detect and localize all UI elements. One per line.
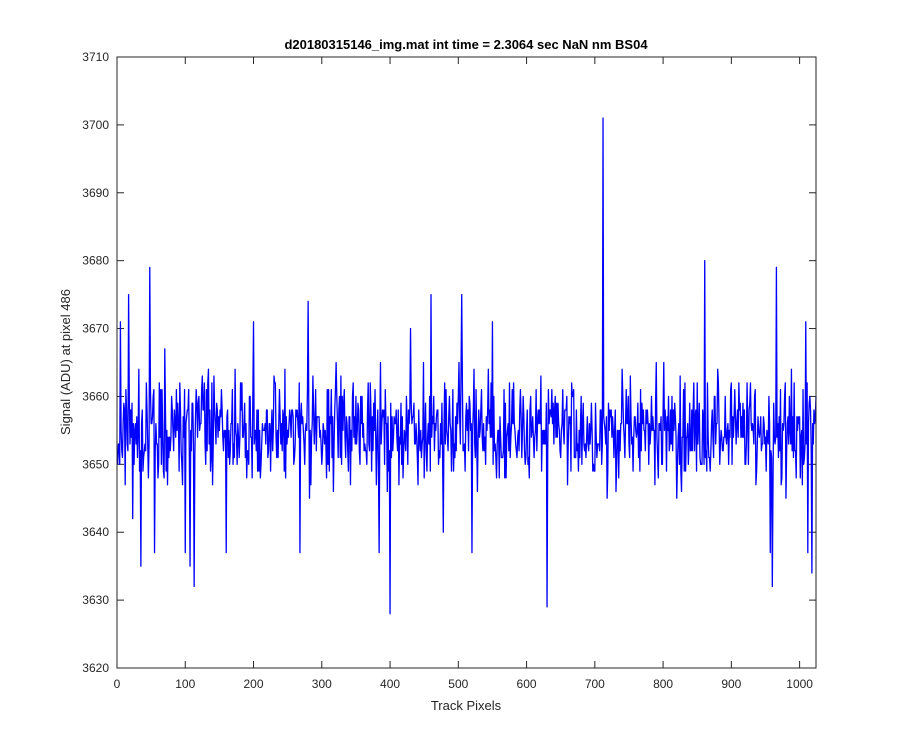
x-tick-label: 300 [312, 677, 332, 691]
x-tick-label: 500 [448, 677, 468, 691]
y-tick-label: 3690 [82, 186, 109, 200]
x-tick-label: 700 [585, 677, 605, 691]
y-tick-label: 3650 [82, 457, 109, 471]
x-axis-label: Track Pixels [431, 698, 502, 713]
x-tick-label: 0 [114, 677, 121, 691]
y-tick-label: 3620 [82, 661, 109, 675]
plot-area [117, 57, 816, 668]
signal-trace-line [117, 117, 817, 615]
y-tick-label: 3670 [82, 322, 109, 336]
series-layer [117, 117, 817, 615]
y-axis-label: Signal (ADU) at pixel 486 [58, 289, 73, 435]
y-tick-label: 3710 [82, 50, 109, 64]
x-tick-label: 100 [175, 677, 195, 691]
axes-frame [116, 56, 817, 669]
x-tick-label: 1000 [786, 677, 813, 691]
y-tick-label: 3660 [82, 389, 109, 403]
x-tick-label: 400 [380, 677, 400, 691]
y-tick-label: 3700 [82, 118, 109, 132]
chart-title: d20180315146_img.mat int time = 2.3064 s… [284, 37, 648, 52]
y-tick-label: 3640 [82, 525, 109, 539]
x-tick-label: 800 [653, 677, 673, 691]
y-axis-ticks: 3620 3630 3640 3650 3660 3670 3680 3690 3700 3710 [82, 50, 816, 675]
y-tick-label: 3630 [82, 593, 109, 607]
x-tick-label: 200 [244, 677, 264, 691]
x-axis-ticks: 0 100 200 300 400 500 600 700 800 900 1000 [114, 57, 813, 691]
x-tick-label: 600 [517, 677, 537, 691]
x-tick-label: 900 [721, 677, 741, 691]
y-tick-label: 3680 [82, 254, 109, 268]
